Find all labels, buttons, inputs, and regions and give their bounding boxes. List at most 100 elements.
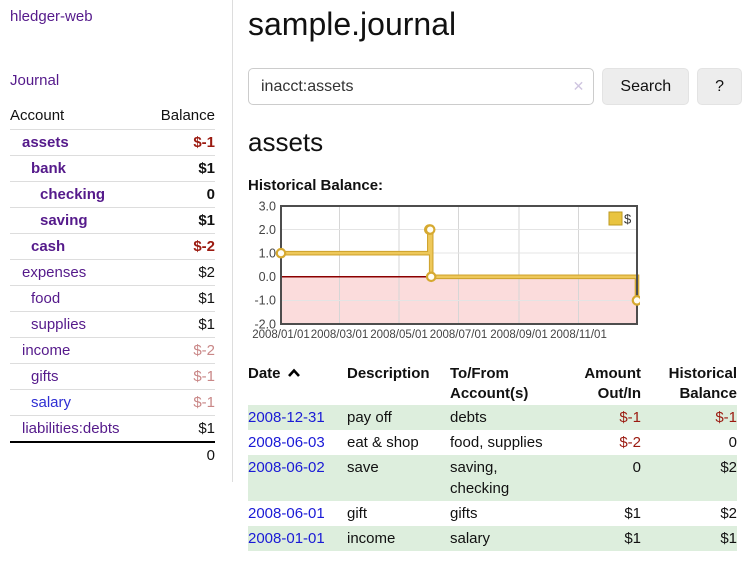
account-row: food $1 xyxy=(10,285,215,312)
register-balance-cell: $-1 xyxy=(715,409,737,426)
account-balance: $1 xyxy=(147,155,215,182)
register-amount-cell: 0 xyxy=(632,459,641,476)
account-balance: $1 xyxy=(147,415,215,442)
account-link[interactable]: supplies xyxy=(31,316,87,333)
accounts-total-row: 0 xyxy=(10,441,215,468)
x-axis-tick-label: 2008/09/01 xyxy=(490,329,548,341)
register-header-date[interactable]: Date xyxy=(248,363,347,405)
x-axis-tick-label: 2008/11/01 xyxy=(550,329,607,341)
transaction-date-link[interactable]: 2008-12-31 xyxy=(248,409,325,426)
data-point-marker xyxy=(275,247,287,259)
transaction-date-link[interactable]: 2008-06-01 xyxy=(248,505,325,522)
register-header-row: Date Description To/From Account(s) Amount Ou… xyxy=(248,363,737,405)
account-row: expenses $2 xyxy=(10,259,215,286)
register-description-cell: eat & shop xyxy=(347,434,419,451)
x-axis-tick-label: 2008/03/01 xyxy=(311,329,369,341)
account-row: gifts $-1 xyxy=(10,363,215,390)
brand-link[interactable]: hledger-web xyxy=(10,8,93,25)
register-balance-cell: $1 xyxy=(720,530,737,547)
y-axis-tick-label: -2.0 xyxy=(254,317,276,331)
account-row: saving $1 xyxy=(10,207,215,234)
y-axis-tick-label: 0.0 xyxy=(259,270,276,284)
account-row: supplies $1 xyxy=(10,311,215,338)
account-link[interactable]: salary xyxy=(31,394,72,411)
help-button[interactable]: ? xyxy=(697,68,742,105)
account-link[interactable]: saving xyxy=(40,212,88,229)
register-accounts-cell: food, supplies xyxy=(450,434,543,451)
register-row: 2008-12-31 pay off debts $-1 $-1 xyxy=(248,405,737,430)
accounts-total-spacer xyxy=(10,441,148,468)
account-balance: 0 xyxy=(147,181,215,208)
account-name-cell: bank xyxy=(10,155,148,182)
register-date-cell: 2008-12-31 xyxy=(248,405,347,430)
register-description-cell: pay off xyxy=(347,409,392,426)
search-button[interactable]: Search xyxy=(602,68,690,105)
register-description-cell: gift xyxy=(347,505,368,522)
register-header-to-from: To/From Account(s) xyxy=(450,365,529,402)
account-link[interactable]: bank xyxy=(31,160,67,177)
account-row: liabilities:debts $1 xyxy=(10,415,215,442)
account-row: cash $-2 xyxy=(10,233,215,260)
sidebar-nav: Journal xyxy=(10,72,232,90)
accounts-header-row: Account Balance xyxy=(10,103,215,130)
transaction-date-link[interactable]: 2008-06-02 xyxy=(248,459,325,476)
main-content: sample.journal ✕ Search ? assets Histori… xyxy=(248,0,742,551)
account-link[interactable]: checking xyxy=(40,186,106,203)
clear-search-icon[interactable]: ✕ xyxy=(572,78,585,94)
account-name-cell: saving xyxy=(10,207,148,234)
account-name-cell: expenses xyxy=(10,259,148,286)
account-name-cell: food xyxy=(10,285,148,312)
account-balance: $2 xyxy=(147,259,215,286)
register-amount-cell: $1 xyxy=(624,505,641,522)
account-balance: $1 xyxy=(147,311,215,338)
account-link[interactable]: liabilities:debts xyxy=(22,420,120,437)
account-link[interactable]: food xyxy=(31,290,61,307)
account-name-cell: salary xyxy=(10,389,148,416)
accounts-header-balance: Balance xyxy=(160,107,215,124)
register-description-cell: income xyxy=(347,530,396,547)
register-row: 2008-06-01 gift gifts $1 $2 xyxy=(248,501,737,526)
register-date-cell: 2008-01-01 xyxy=(248,526,347,551)
account-heading: assets xyxy=(248,127,324,157)
register-header-amount: Amount Out/In xyxy=(584,365,641,402)
register-date-cell: 2008-06-02 xyxy=(248,455,347,501)
register-amount-cell: $-2 xyxy=(619,434,641,451)
transaction-date-link[interactable]: 2008-01-01 xyxy=(248,530,325,547)
accounts-total-value: 0 xyxy=(147,441,215,468)
account-link[interactable]: income xyxy=(22,342,71,359)
account-link[interactable]: gifts xyxy=(31,368,59,385)
x-axis-tick-label: 2008/05/01 xyxy=(370,329,428,341)
search-input[interactable] xyxy=(248,68,595,105)
register-amount-cell: $-1 xyxy=(619,409,641,426)
legend-label: $ xyxy=(624,212,632,227)
data-point-marker xyxy=(631,295,643,306)
y-axis-tick-label: 3.0 xyxy=(259,201,276,213)
chart-border xyxy=(280,205,638,325)
account-link[interactable]: expenses xyxy=(22,264,87,281)
x-axis-tick-label: 2008/01/01 xyxy=(252,329,310,341)
historical-balance-chart: $3.0 2.0 1.0 0.0 -1.0 -2.0 2008/01/01 2008/03/0… xyxy=(248,199,742,347)
accounts-header-account: Account xyxy=(10,107,65,124)
sidebar: hledger-web Journal Account Balance asse… xyxy=(0,0,233,482)
account-balance: $-1 xyxy=(147,389,215,416)
account-link[interactable]: cash xyxy=(31,238,66,255)
data-point-marker xyxy=(424,224,436,235)
register-accounts-cell: saving, checking xyxy=(450,459,510,497)
transaction-date-link[interactable]: 2008-06-03 xyxy=(248,434,325,451)
register-header-historical: Historical Balance xyxy=(668,365,737,402)
register-row: 2008-06-03 eat & shop food, supplies $-2 0 xyxy=(248,430,737,455)
search-input-wrap: ✕ xyxy=(248,68,595,105)
register-accounts-cell: gifts xyxy=(450,505,478,522)
account-balance: $-2 xyxy=(147,337,215,364)
y-axis-tick-label: -1.0 xyxy=(254,294,276,308)
nav-journal-link[interactable]: Journal xyxy=(10,72,60,89)
app-root: hledger-web Journal Account Balance asse… xyxy=(0,0,742,551)
register-date-cell: 2008-06-01 xyxy=(248,501,347,526)
account-link[interactable]: assets xyxy=(22,134,69,151)
register-balance-cell: $2 xyxy=(720,459,737,476)
register-header-description: Description xyxy=(347,365,430,382)
accounts-table: Account Balance assets $-1 bank $1 checking 0… xyxy=(10,103,215,468)
account-name-cell: liabilities:debts xyxy=(10,415,148,442)
account-name-cell: assets xyxy=(10,129,148,156)
